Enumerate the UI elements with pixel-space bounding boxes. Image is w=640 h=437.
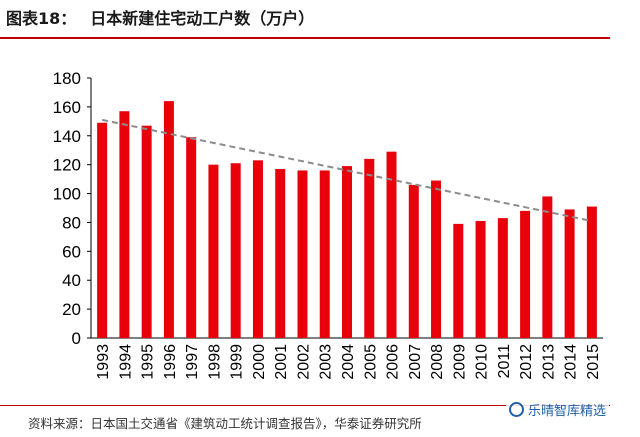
trend-line xyxy=(101,118,593,222)
x-tick-label: 2012 xyxy=(518,344,535,380)
bar xyxy=(386,151,397,338)
bar xyxy=(586,206,597,338)
y-tick-label: 160 xyxy=(53,98,81,117)
bar xyxy=(297,170,308,338)
y-tick-label: 80 xyxy=(62,213,81,232)
bar xyxy=(252,160,263,338)
x-tick-label: 2008 xyxy=(429,344,446,380)
x-tick-label: 2002 xyxy=(295,344,312,380)
figure-title: 日本新建住宅动工户数（万户） xyxy=(90,9,315,28)
footer-divider xyxy=(0,405,610,406)
x-tick-label: 1994 xyxy=(117,344,134,380)
watermark-text: 乐晴智库精选 xyxy=(528,403,607,419)
y-tick-label: 20 xyxy=(62,300,81,319)
title-divider xyxy=(0,37,610,39)
wechat-icon xyxy=(509,401,524,417)
y-tick-label: 60 xyxy=(62,242,81,261)
bar xyxy=(319,170,330,338)
bar xyxy=(97,122,108,339)
x-tick-label: 2005 xyxy=(362,344,379,380)
bar xyxy=(208,164,219,338)
x-tick-label: 2001 xyxy=(273,344,290,380)
bar xyxy=(275,169,286,338)
y-tick-label: 40 xyxy=(62,271,81,290)
bar xyxy=(364,158,375,338)
bar xyxy=(408,184,419,338)
x-tick-label: 2014 xyxy=(563,344,580,380)
chart-title: 图表18： 日本新建住宅动工户数（万户） xyxy=(6,6,314,32)
x-tick-label: 2010 xyxy=(474,344,491,380)
x-tick-label: 1997 xyxy=(184,344,201,380)
x-tick-label: 1996 xyxy=(162,344,179,380)
bar xyxy=(230,163,241,338)
figure-number: 图表18： xyxy=(6,9,77,28)
watermark: 乐晴智库精选 xyxy=(506,398,610,420)
bar xyxy=(475,221,486,338)
bar xyxy=(542,196,553,338)
bar xyxy=(186,137,197,338)
y-tick-label: 140 xyxy=(53,127,81,146)
bar xyxy=(163,101,174,338)
x-tick-label: 2013 xyxy=(540,344,557,380)
x-tick-label: 1995 xyxy=(140,344,157,380)
x-tick-label: 1999 xyxy=(229,344,246,380)
bar xyxy=(497,218,508,338)
x-tick-label: 2003 xyxy=(318,344,335,380)
x-tick-label: 2000 xyxy=(251,344,268,380)
y-tick-label: 120 xyxy=(53,156,81,175)
x-tick-label: 2006 xyxy=(385,344,402,380)
y-tick-label: 180 xyxy=(53,69,81,88)
y-tick-label: 100 xyxy=(53,185,81,204)
source-note: 资料来源：日本国土交通省《建筑动工统计调查报告》，华泰证券研究所 xyxy=(28,416,422,431)
bar xyxy=(520,210,531,338)
bar xyxy=(431,180,442,338)
x-tick-label: 2011 xyxy=(496,344,513,379)
x-tick-label: 2004 xyxy=(340,344,357,380)
bar xyxy=(119,111,130,338)
y-tick-label: 0 xyxy=(72,329,81,348)
bar xyxy=(564,209,575,338)
x-tick-label: 2015 xyxy=(585,344,602,380)
x-tick-label: 1993 xyxy=(95,344,112,380)
x-tick-label: 2007 xyxy=(407,344,424,380)
x-tick-label: 2009 xyxy=(451,344,468,380)
bar xyxy=(453,223,464,338)
x-tick-label: 1998 xyxy=(206,344,223,380)
bar xyxy=(342,166,352,338)
bar xyxy=(141,125,152,339)
